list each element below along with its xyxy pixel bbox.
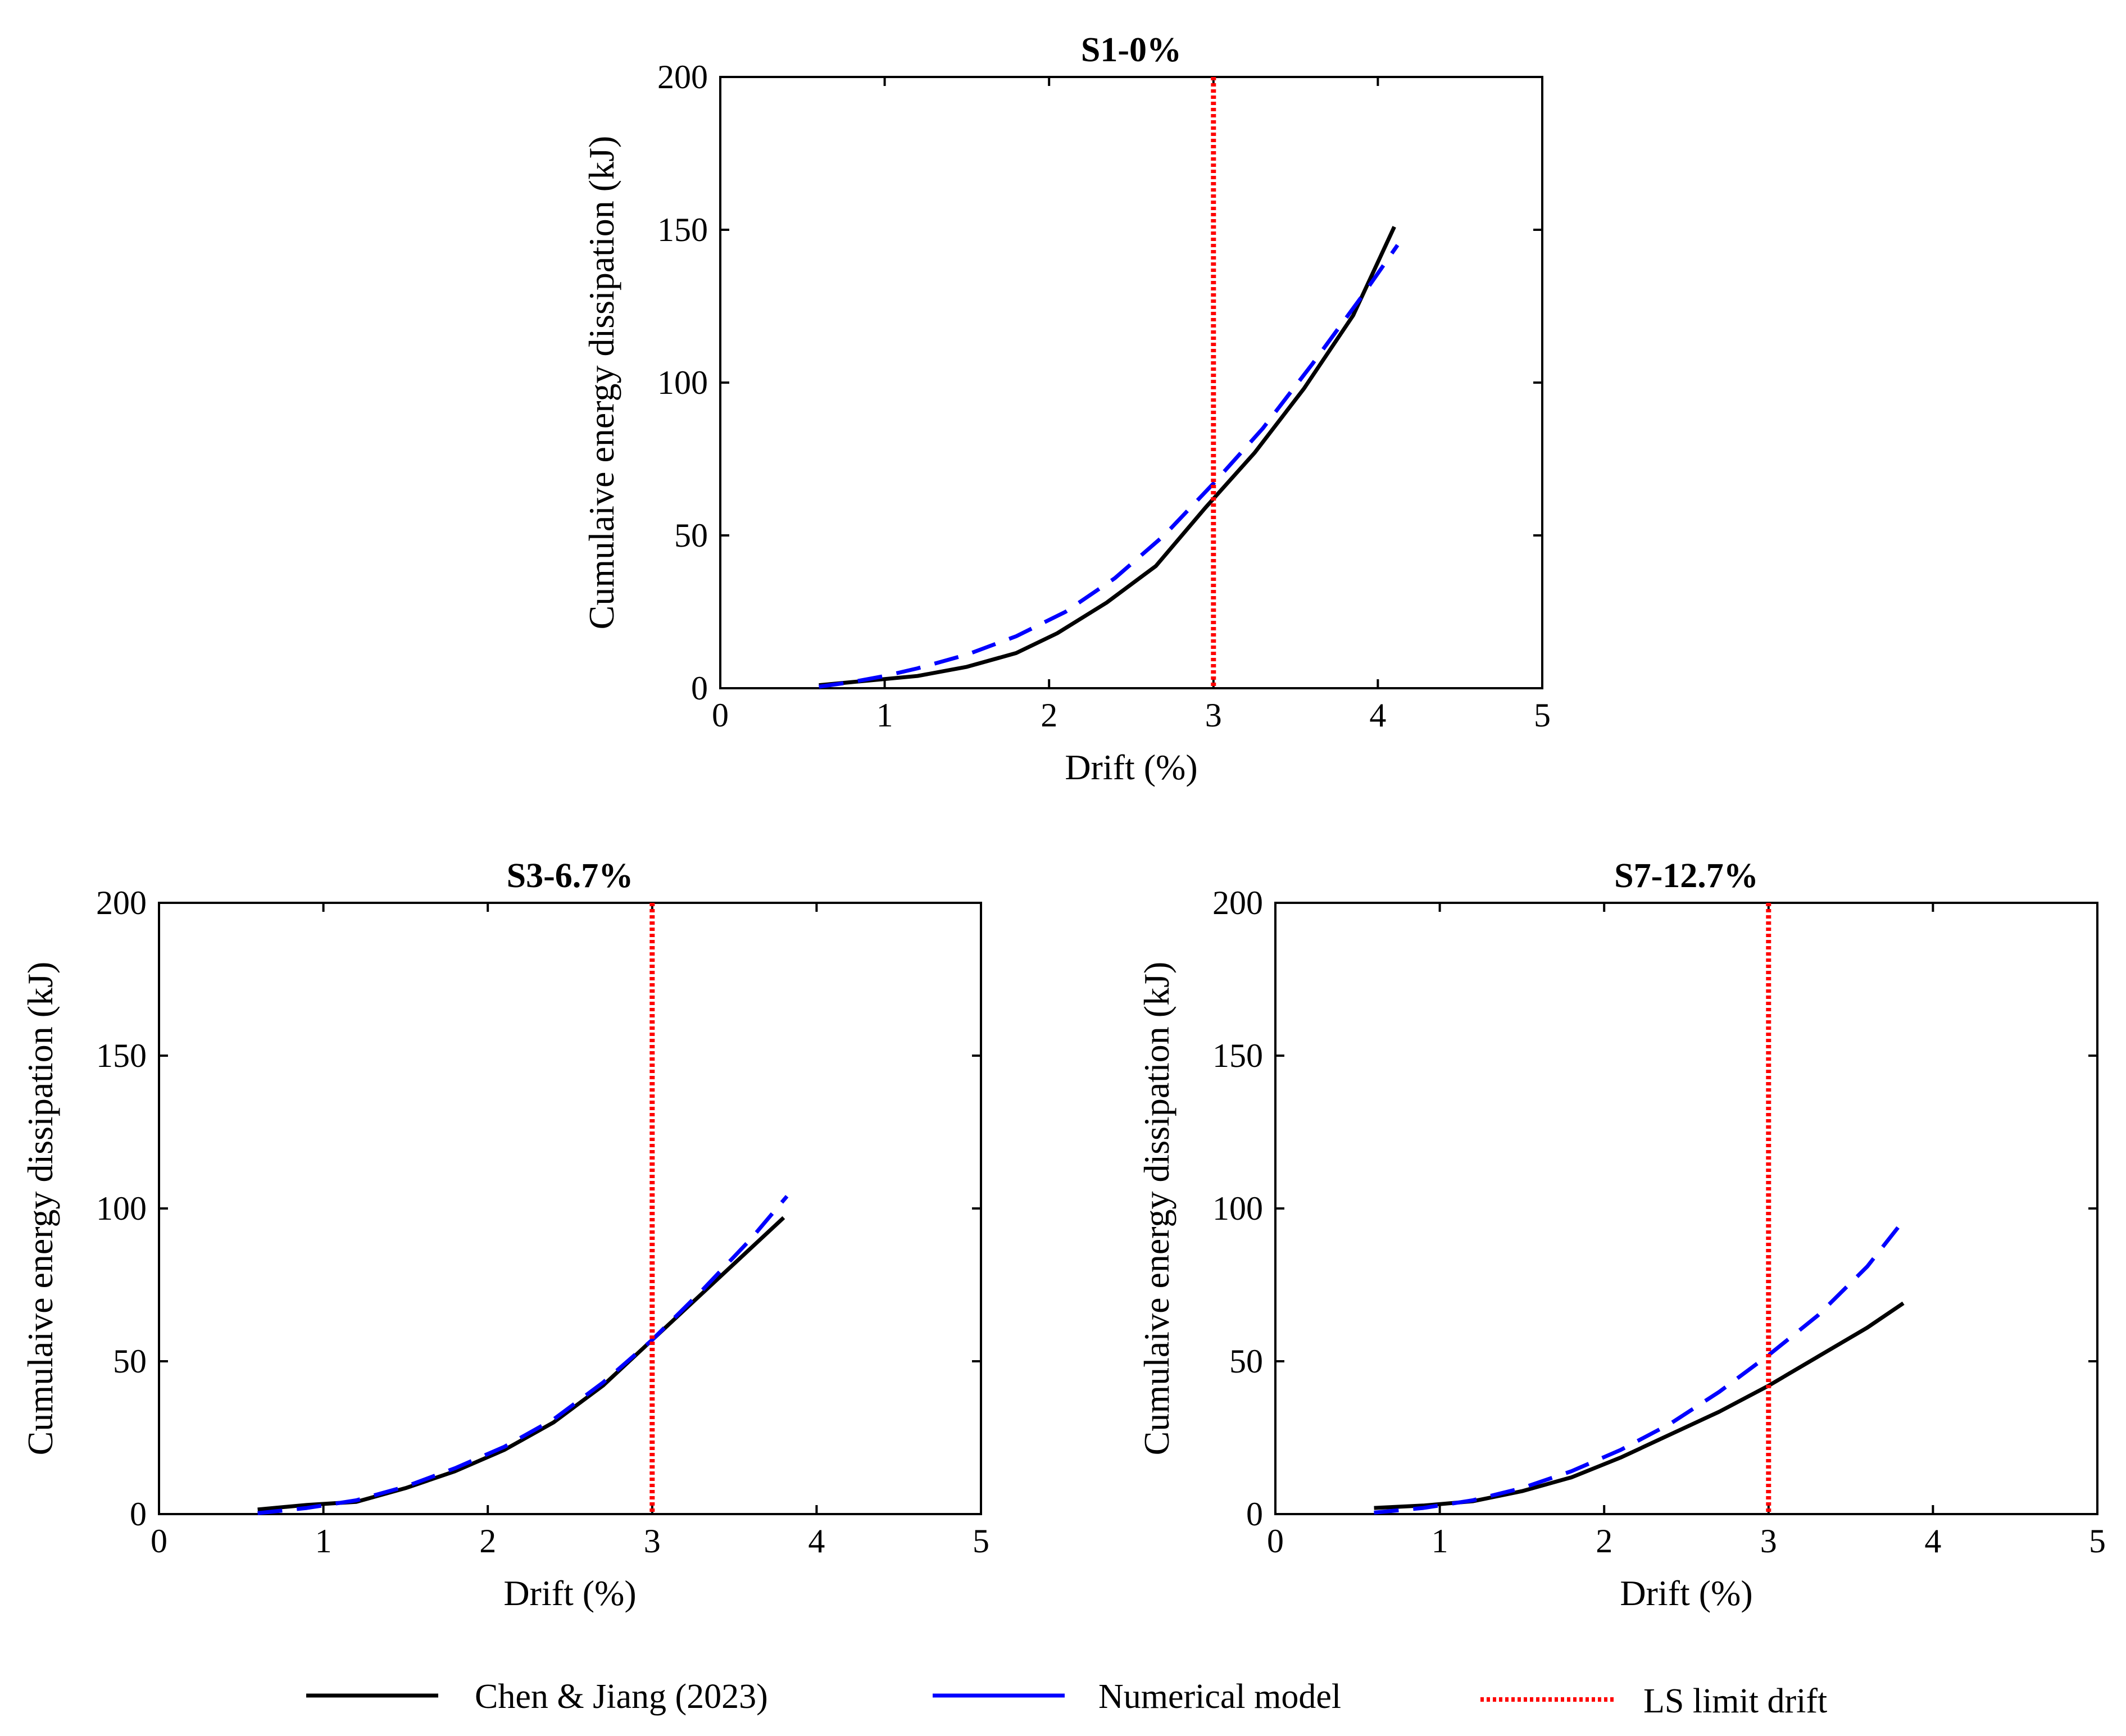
legend-label-chen-jiang: Chen & Jiang (2023) (475, 1678, 768, 1716)
x-tick-label: 0 (712, 697, 729, 734)
y-axis-label: Cumulaive energy dissipation (kJ) (1137, 962, 1176, 1456)
y-tick-label: 150 (657, 211, 708, 248)
series-line-chen-jiang-2023 (819, 226, 1396, 688)
x-tick-label: 5 (2089, 1523, 2106, 1560)
chart-title: S7-12.7% (1614, 857, 1759, 895)
y-tick-label: 100 (96, 1190, 147, 1227)
y-axis-label: Cumulaive energy dissipation (kJ) (20, 962, 60, 1456)
x-tick-label: 0 (151, 1523, 167, 1560)
legend-label-numerical-model: Numerical model (1098, 1678, 1341, 1716)
series-line-numerical-model (819, 244, 1400, 689)
x-axis-label: Drift (%) (1620, 1573, 1752, 1613)
plot-area-frame (719, 76, 1543, 689)
y-tick-label: 150 (96, 1037, 147, 1074)
y-axis-label: Cumulaive energy dissipation (kJ) (582, 136, 621, 630)
x-tick-label: 1 (1432, 1523, 1448, 1560)
x-axis-label: Drift (%) (503, 1573, 636, 1613)
plot-area-frame (158, 902, 982, 1515)
y-tick-label: 0 (1246, 1496, 1263, 1533)
series-line-numerical-model (257, 1194, 789, 1515)
x-tick-label: 1 (876, 697, 893, 734)
y-tick-label: 50 (1229, 1343, 1263, 1380)
x-tick-label: 4 (1369, 697, 1386, 734)
x-tick-label: 3 (1205, 697, 1222, 734)
y-tick-label: 200 (1212, 884, 1263, 921)
x-tick-label: 4 (808, 1523, 825, 1560)
y-tick-label: 100 (1212, 1190, 1263, 1227)
x-tick-label: 0 (1267, 1523, 1284, 1560)
x-tick-label: 4 (1924, 1523, 1941, 1560)
x-tick-label: 2 (1041, 697, 1057, 734)
y-tick-label: 200 (96, 884, 147, 921)
x-tick-label: 2 (479, 1523, 496, 1560)
y-tick-label: 0 (691, 670, 708, 707)
legend: Chen & Jiang (2023) Numerical model LS l… (306, 1678, 1827, 1720)
chart-title: S3-6.7% (507, 857, 634, 895)
chart-title: S1-0% (1081, 31, 1182, 69)
x-tick-label: 5 (973, 1523, 989, 1560)
x-tick-label: 5 (1534, 697, 1551, 734)
y-tick-label: 150 (1212, 1037, 1263, 1074)
legend-label-ls-limit-drift: LS limit drift (1643, 1682, 1827, 1720)
y-tick-label: 50 (113, 1343, 147, 1380)
series-line-chen-jiang-2023 (257, 1216, 785, 1512)
series-line-chen-jiang-2023 (1374, 1301, 1905, 1510)
x-tick-label: 2 (1596, 1523, 1612, 1560)
x-axis-label: Drift (%) (1065, 747, 1197, 787)
plot-area-frame (1274, 902, 2098, 1515)
y-tick-label: 50 (674, 517, 708, 554)
series-line-numerical-model (1374, 1219, 1905, 1515)
y-tick-label: 100 (657, 364, 708, 401)
y-tick-label: 0 (130, 1496, 147, 1533)
y-tick-label: 200 (657, 58, 708, 96)
x-tick-label: 3 (1760, 1523, 1777, 1560)
x-tick-label: 1 (315, 1523, 332, 1560)
x-tick-label: 3 (644, 1523, 661, 1560)
